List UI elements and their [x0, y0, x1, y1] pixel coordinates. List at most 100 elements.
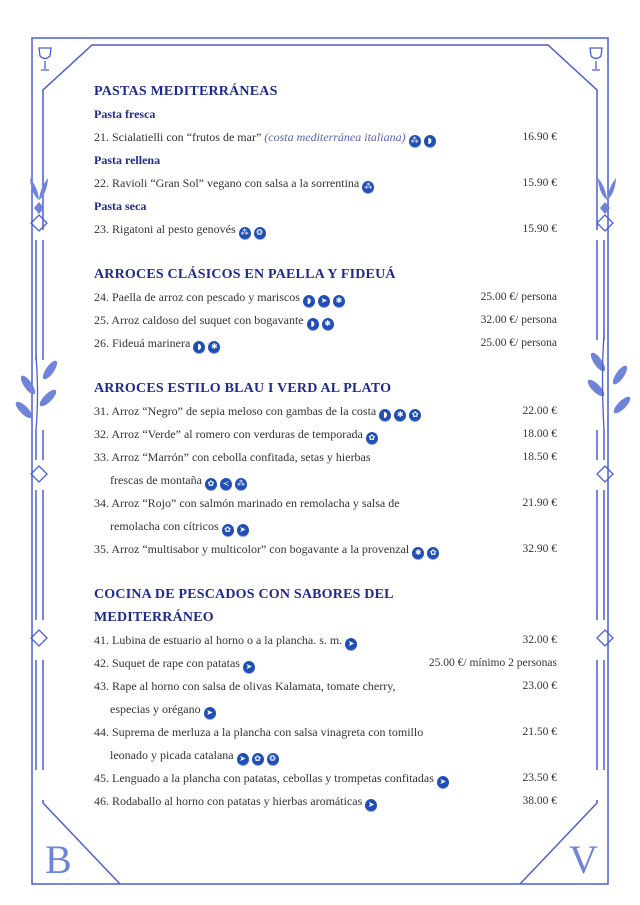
menu-item: 46. Rodaballo al horno con patatas y hie… [94, 790, 557, 813]
item-name: 21. Scialatielli con “frutos de mar” [94, 130, 262, 144]
item-price: 25.00 €/ persona [480, 337, 557, 349]
item-name: 24. Paella de arroz con pescado y marisc… [94, 290, 300, 304]
item-name: 34. Arroz “Rojo” con salmón marinado en … [94, 496, 400, 510]
item-price: 15.90 € [522, 177, 558, 189]
section-title-line2: MEDITERRÁNEO [94, 610, 214, 625]
item-name: 45. Lenguado a la plancha con patatas, c… [94, 771, 434, 785]
celery-icon: ✿ [409, 409, 422, 422]
item-name: 32. Arroz “Verde” al romero con verduras… [94, 427, 363, 441]
item-price: 38.00 € [522, 795, 558, 807]
menu-item-continuation: especias y orégano ➤ [94, 698, 557, 721]
menu-item: 22. Ravioli “Gran Sol” vegano con salsa … [94, 172, 557, 195]
item-name: 33. Arroz “Marrón” con cebolla confitada… [94, 450, 371, 464]
item-price: 21.90 € [522, 497, 558, 509]
subsection-title: Pasta fresca [94, 107, 156, 121]
mollusc-icon: ◗ [423, 135, 436, 148]
item-price: 25.00 €/ mínimo 2 personas [428, 657, 557, 669]
celery-icon: ✿ [427, 547, 440, 560]
item-name: 41. Lubina de estuario al horno o a la p… [94, 633, 343, 647]
menu-item: 23. Rigatoni al pesto genovés ⁂ ❂ 15.90 € [94, 218, 557, 241]
fish-icon: ➤ [365, 799, 378, 812]
celery-icon: ✿ [365, 432, 378, 445]
item-price: 25.00 €/ persona [480, 291, 557, 303]
menu-section: PASTAS MEDITERRÁNEAS Pasta fresca 21. Scia… [94, 80, 557, 241]
fish-icon: ➤ [317, 295, 330, 308]
item-price: 16.90 € [522, 131, 558, 143]
item-name: 25. Arroz caldoso del suquet con bogavan… [94, 313, 304, 327]
monogram-b: B [45, 837, 72, 882]
menu-section: ARROCES ESTILO BLAU I VERD AL PLATO 31. A… [94, 377, 557, 561]
item-name: 23. Rigatoni al pesto genovés [94, 222, 236, 236]
item-name: 43. Rape al horno con salsa de olivas Ka… [94, 679, 396, 693]
menu-item-continuation: frescas de montaña ✿ ≺ ⁂ [94, 469, 557, 492]
monogram-v: V [569, 837, 598, 882]
gluten-icon: ⁂ [408, 135, 421, 148]
nuts-icon: ❂ [266, 753, 279, 766]
menu-section: ARROCES CLÁSICOS EN PAELLA Y FIDEUÁ 24. P… [94, 263, 557, 355]
menu-item-continuation: remolacha con cítricos ✿ ➤ [94, 515, 557, 538]
item-price: 32.90 € [522, 543, 558, 555]
crustacean-icon: ✱ [208, 341, 221, 354]
item-name: 44. Suprema de merluza a la plancha con … [94, 725, 424, 739]
menu-item: 45. Lenguado a la plancha con patatas, c… [94, 767, 557, 790]
wine-glass-icon [38, 47, 603, 71]
leaf-ornament-icon [15, 178, 631, 419]
item-name: 22. Ravioli “Gran Sol” vegano con salsa … [94, 176, 360, 190]
mollusc-icon: ◗ [193, 341, 206, 354]
item-name: 42. Suquet de rape con patatas [94, 656, 240, 670]
menu-item: 43. Rape al horno con salsa de olivas Ka… [94, 675, 557, 698]
mollusc-icon: ◗ [302, 295, 315, 308]
menu-item: 44. Suprema de merluza a la plancha con … [94, 721, 557, 744]
celery-icon: ✿ [204, 478, 217, 491]
item-name-cont: remolacha con cítricos [110, 519, 219, 533]
section-title: ARROCES ESTILO BLAU I VERD AL PLATO [94, 381, 392, 396]
menu-item: 26. Fideuá marinera ◗ ✱ 25.00 €/ persona [94, 332, 557, 355]
menu-item: 34. Arroz “Rojo” con salmón marinado en … [94, 492, 557, 515]
menu-item: 33. Arroz “Marrón” con cebolla confitada… [94, 446, 557, 469]
item-price: 15.90 € [522, 223, 558, 235]
menu-item: 32. Arroz “Verde” al romero con verduras… [94, 423, 557, 446]
gluten-icon: ⁂ [234, 478, 247, 491]
menu-item: 21. Scialatielli con “frutos de mar” (co… [94, 126, 557, 149]
item-price: 18.00 € [522, 428, 558, 440]
menu-item: 35. Arroz “multisabor y multicolor” con … [94, 538, 557, 561]
nuts-icon: ❂ [253, 227, 266, 240]
item-name: 35. Arroz “multisabor y multicolor” con … [94, 542, 410, 556]
section-title: PASTAS MEDITERRÁNEAS [94, 84, 278, 99]
item-name: 26. Fideuá marinera [94, 336, 191, 350]
section-title: COCINA DE PESCADOS CON SABORES DEL [94, 587, 394, 602]
item-price: 32.00 € [522, 634, 558, 646]
item-name-cont: especias y orégano [110, 702, 201, 716]
crustacean-icon: ✱ [412, 547, 425, 560]
menu-item: 42. Suquet de rape con patatas ➤ 25.00 €/ … [94, 652, 557, 675]
item-price: 32.00 €/ persona [480, 314, 557, 326]
celery-icon: ✿ [221, 524, 234, 537]
fish-icon: ➤ [345, 638, 358, 651]
menu-item: 31. Arroz “Negro” de sepia meloso con ga… [94, 400, 557, 423]
item-price: 22.00 € [522, 405, 558, 417]
fish-icon: ➤ [236, 524, 249, 537]
crustacean-icon: ✱ [332, 295, 345, 308]
item-note: (costa mediterránea italiana) [264, 130, 406, 144]
fish-icon: ➤ [242, 661, 255, 674]
menu-item: 41. Lubina de estuario al horno o a la p… [94, 629, 557, 652]
item-name: 31. Arroz “Negro” de sepia meloso con ga… [94, 404, 377, 418]
fish-icon: ➤ [203, 707, 216, 720]
item-name-cont: frescas de montaña [110, 473, 202, 487]
item-name-cont: leonado y picada catalana [110, 748, 234, 762]
item-price: 18.50 € [522, 451, 558, 463]
crustacean-icon: ✱ [394, 409, 407, 422]
celery-icon: ✿ [251, 753, 264, 766]
menu-section: COCINA DE PESCADOS CON SABORES DEL MEDITE… [94, 583, 557, 813]
mollusc-icon: ◗ [379, 409, 392, 422]
diamond-ornament-icon [30, 214, 614, 647]
fish-icon: ➤ [436, 776, 449, 789]
section-title: ARROCES CLÁSICOS EN PAELLA Y FIDEUÁ [94, 267, 396, 282]
fish-icon: ➤ [236, 753, 249, 766]
menu-content: PASTAS MEDITERRÁNEAS Pasta fresca 21. Scia… [94, 80, 557, 813]
menu-item: 25. Arroz caldoso del suquet con bogavan… [94, 309, 557, 332]
gluten-icon: ⁂ [238, 227, 251, 240]
subsection-title: Pasta rellena [94, 153, 161, 167]
sulphite-icon: ≺ [219, 478, 232, 491]
